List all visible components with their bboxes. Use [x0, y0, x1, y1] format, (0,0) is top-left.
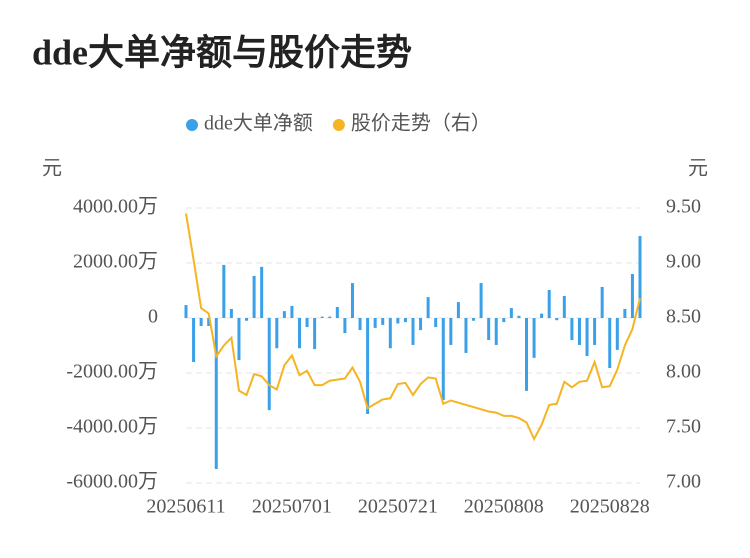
bar [593, 318, 597, 345]
bar [623, 308, 627, 318]
bar [343, 318, 347, 334]
bar [547, 289, 551, 318]
bar [388, 318, 392, 349]
bar [381, 318, 385, 325]
legend-marker [332, 119, 345, 131]
y-axis-label: 元 [42, 158, 62, 180]
legend-label: dde大单净额 [204, 112, 313, 135]
bar [615, 318, 619, 350]
bar [373, 318, 377, 328]
bar [207, 318, 211, 326]
bar [184, 305, 188, 318]
bar [245, 318, 249, 321]
y2-tick-label: 7.50 [666, 416, 701, 438]
bar [192, 318, 196, 362]
bar [472, 318, 476, 321]
y-tick-label: 4000.00万 [73, 196, 158, 218]
bar [313, 318, 317, 350]
bar [366, 318, 370, 414]
legend-label: 股价走势（右） [351, 112, 491, 135]
bar [403, 318, 407, 323]
bar [290, 305, 294, 318]
bar [335, 307, 339, 318]
x-tick-label: 20250701 [252, 496, 332, 518]
bar [222, 264, 226, 318]
y-tick-label: -4000.00万 [66, 416, 158, 438]
bar [555, 318, 559, 321]
bar [434, 318, 438, 328]
y-tick-label: 2000.00万 [73, 251, 158, 273]
bar [570, 318, 574, 340]
x-tick-label: 20250611 [146, 496, 225, 518]
bar [479, 283, 483, 318]
bar [449, 318, 453, 345]
bar [577, 318, 581, 345]
price-line [185, 213, 641, 442]
bar [600, 286, 604, 318]
bar [275, 318, 279, 349]
bar [638, 236, 642, 318]
y-tick-label: 0 [148, 306, 158, 328]
bar [540, 313, 544, 318]
x-tick-label: 20250808 [464, 496, 544, 518]
y2-tick-label: 8.00 [666, 361, 701, 383]
bar [419, 318, 423, 331]
x-tick-label: 20250828 [570, 496, 650, 518]
y2-tick-label: 9.50 [666, 196, 701, 218]
chart-title: dde大单净额与股价走势 [32, 32, 412, 72]
bar [260, 266, 264, 318]
bar [494, 318, 498, 345]
bar [237, 318, 241, 361]
bar [585, 318, 589, 356]
y-tick-label: -6000.00万 [66, 471, 158, 493]
bar [252, 275, 256, 318]
bar [199, 318, 203, 326]
bar [350, 283, 354, 318]
bar [298, 318, 301, 349]
bar [532, 318, 536, 358]
bar [282, 311, 286, 318]
x-tick-label: 20250721 [358, 496, 438, 518]
bar [305, 318, 309, 328]
bar [456, 302, 460, 318]
bar [502, 318, 506, 323]
bar [328, 316, 332, 318]
bar [562, 296, 566, 318]
bar [608, 318, 612, 369]
bar [267, 318, 271, 411]
bar [441, 318, 445, 400]
bar [630, 274, 634, 318]
bar [525, 318, 528, 391]
bar [426, 297, 430, 318]
y2-axis-label: 元 [688, 158, 708, 180]
y2-tick-label: 8.50 [666, 306, 701, 328]
bar [320, 316, 324, 318]
y2-tick-label: 7.00 [666, 471, 701, 493]
bar [517, 315, 521, 318]
bar [487, 318, 491, 340]
bar [358, 318, 362, 331]
legend-marker [186, 119, 198, 131]
bar [464, 318, 468, 353]
bar [229, 308, 233, 318]
bar [396, 318, 400, 324]
bar [411, 318, 415, 345]
bar [509, 308, 513, 318]
y-tick-label: -2000.00万 [66, 361, 158, 383]
bar [214, 318, 218, 469]
y2-tick-label: 9.00 [666, 251, 701, 273]
